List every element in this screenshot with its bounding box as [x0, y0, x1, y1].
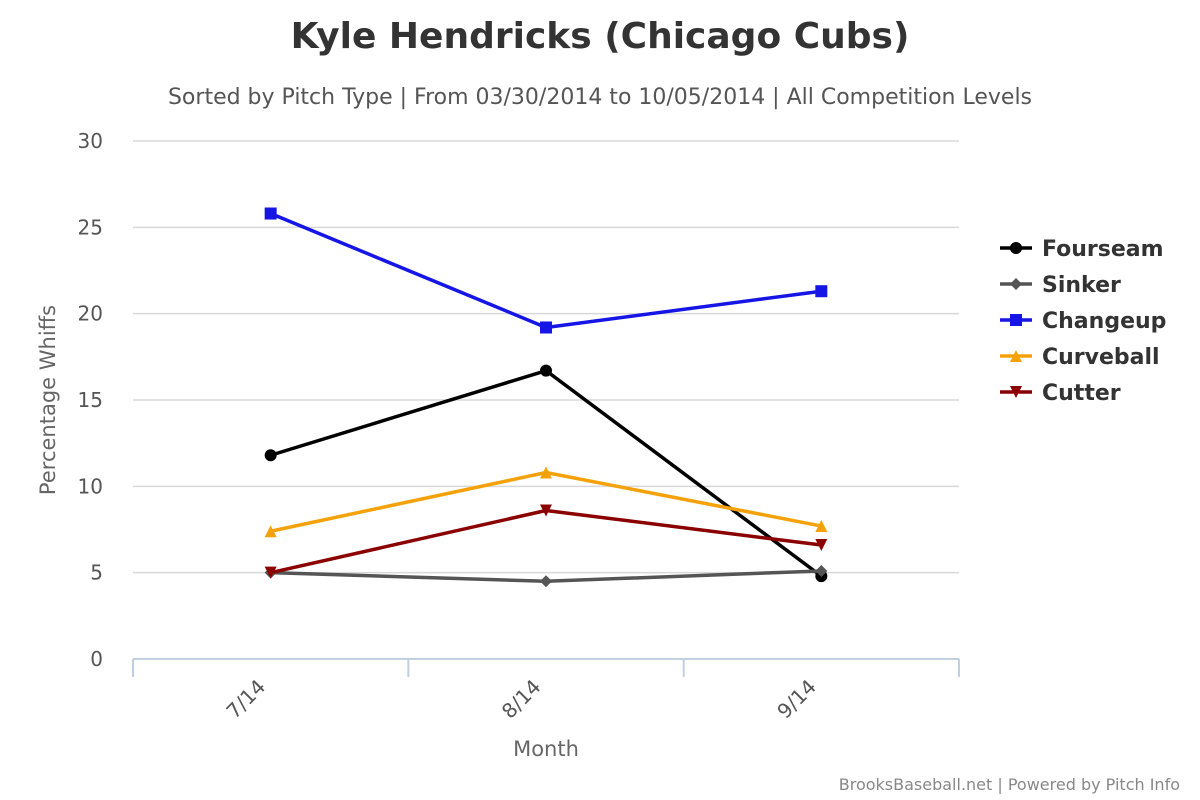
data-point[interactable]	[264, 525, 277, 538]
series-group	[264, 207, 828, 588]
legend-label: Changeup	[1042, 309, 1166, 334]
y-tick-label: 25	[78, 215, 103, 239]
series-changeup	[264, 207, 828, 334]
legend[interactable]: Fourseam Sinker Changeup Curveball Cutter	[1000, 237, 1166, 406]
data-point[interactable]	[815, 520, 828, 533]
y-axis-title: Percentage Whiffs	[36, 305, 60, 495]
series-line[interactable]	[268, 508, 824, 575]
x-tick-label: 9/14	[772, 675, 821, 724]
legend-marker[interactable]	[1010, 350, 1022, 362]
data-point[interactable]	[540, 321, 552, 334]
legend-marker[interactable]	[1010, 314, 1022, 326]
y-tick-label: 30	[78, 129, 103, 153]
legend-marker[interactable]	[1010, 242, 1022, 254]
y-tick-label: 15	[78, 388, 103, 412]
legend-item-sinker[interactable]: Sinker	[1000, 273, 1121, 298]
data-point[interactable]	[540, 575, 552, 588]
data-point[interactable]	[815, 539, 828, 552]
y-tick-label: 20	[78, 302, 103, 326]
legend-item-cutter[interactable]: Cutter	[1000, 381, 1121, 406]
chart-title: Kyle Hendricks (Chicago Cubs)	[291, 16, 910, 57]
y-tick-label: 5	[90, 561, 103, 585]
x-axis-title: Month	[513, 737, 579, 761]
data-point[interactable]	[540, 504, 552, 517]
legend-label: Fourseam	[1042, 237, 1164, 262]
series-curveball	[264, 466, 828, 538]
legend-label: Cutter	[1042, 381, 1121, 406]
legend-item-changeup[interactable]: Changeup	[1000, 309, 1166, 334]
legend-label: Curveball	[1042, 345, 1160, 370]
data-point[interactable]	[815, 564, 828, 577]
chart-subtitle: Sorted by Pitch Type | From 03/30/2014 t…	[168, 85, 1032, 110]
data-point[interactable]	[540, 466, 552, 479]
legend-marker[interactable]	[1010, 278, 1022, 290]
data-point[interactable]	[540, 364, 552, 377]
data-point[interactable]	[815, 285, 828, 298]
x-tick-label: 8/14	[497, 675, 546, 724]
legend-marker[interactable]	[1010, 386, 1022, 398]
series-line[interactable]	[268, 211, 824, 330]
legend-label: Sinker	[1042, 273, 1121, 298]
x-axis: 7/14 8/14 9/14	[132, 658, 960, 724]
data-point[interactable]	[264, 449, 277, 462]
series-line[interactable]	[268, 470, 824, 533]
legend-item-curveball[interactable]: Curveball	[1000, 345, 1160, 370]
y-tick-label: 0	[90, 647, 103, 671]
y-axis-ticks: 0 5 10 15 20 25 30	[78, 129, 103, 671]
legend-item-fourseam[interactable]: Fourseam	[1000, 237, 1164, 262]
credit-text[interactable]: BrooksBaseball.net | Powered by Pitch In…	[839, 775, 1180, 794]
series-cutter	[264, 504, 828, 579]
y-tick-label: 10	[78, 474, 103, 498]
series-sinker	[264, 564, 828, 588]
data-point[interactable]	[264, 566, 277, 579]
data-point[interactable]	[264, 207, 277, 220]
x-tick-label: 7/14	[221, 675, 270, 724]
